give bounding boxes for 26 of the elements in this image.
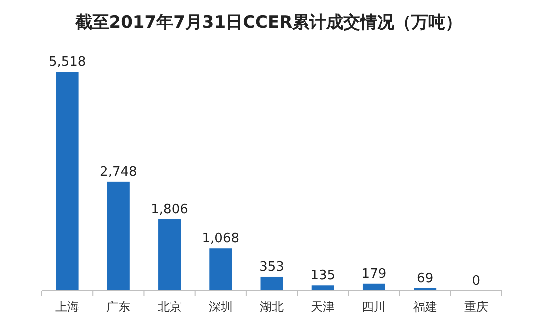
x-tick-label: 上海 [56,300,80,314]
x-tick-label: 重庆 [464,300,488,314]
bar [312,286,334,291]
bar [56,72,79,291]
x-tick-label: 湖北 [260,300,284,314]
bar [362,284,386,291]
data-label: 179 [362,266,387,282]
data-label: 135 [310,268,336,284]
data-label: 2,748 [100,164,138,180]
bar [158,219,182,291]
data-label: 353 [260,260,284,275]
bar [107,182,130,291]
bar [260,276,284,291]
chart-title: 截至2017年7月31日CCER累计成交情况（万吨） [74,13,463,33]
data-label: 5,518 [48,55,86,70]
x-tick-label: 天津 [311,300,336,314]
x-tick-label: 福建 [413,300,438,314]
x-tick-label: 四川 [362,300,386,314]
data-label: 1,806 [151,202,188,218]
x-tick-label: 广东 [106,300,131,314]
data-label: 1,068 [202,232,240,247]
data-label: 0 [472,274,481,289]
x-tick-label: 北京 [158,300,182,314]
bar [210,248,232,291]
data-label: 69 [417,271,434,286]
x-tick-label: 深圳 [208,300,233,314]
